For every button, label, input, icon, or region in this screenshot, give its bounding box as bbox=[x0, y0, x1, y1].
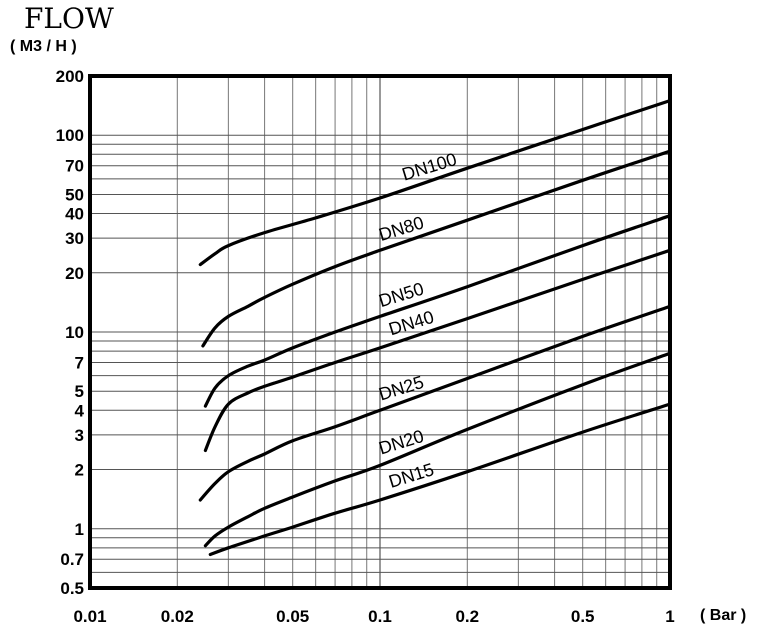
series-label-dn15: DN15 bbox=[386, 459, 436, 492]
series-line-dn50 bbox=[203, 214, 672, 408]
series-label-dn80: DN80 bbox=[376, 212, 426, 245]
series-line-dn40 bbox=[203, 248, 672, 453]
y-tick-label: 7 bbox=[75, 353, 84, 372]
series-line-dn25 bbox=[198, 304, 672, 502]
series-line-dn80 bbox=[201, 149, 672, 348]
series-label-dn25: DN25 bbox=[376, 372, 426, 405]
x-tick-labels: 0.01 0.02 0.05 0.1 0.2 0.5 1 bbox=[73, 607, 674, 626]
x-tick-label: 0.1 bbox=[368, 607, 392, 626]
y-tick-label: 0.7 bbox=[60, 550, 84, 569]
x-tick-label: 0.5 bbox=[571, 607, 595, 626]
series-label-dn50: DN50 bbox=[376, 279, 426, 312]
y-tick-label: 4 bbox=[75, 401, 85, 420]
y-tick-label: 3 bbox=[75, 426, 84, 445]
series-group bbox=[198, 99, 672, 557]
y-tick-label: 20 bbox=[65, 264, 84, 283]
series-line-dn20 bbox=[203, 351, 672, 548]
x-axis-label: ( Bar ) bbox=[700, 607, 746, 624]
y-tick-label: 70 bbox=[65, 157, 84, 176]
y-tick-label: 30 bbox=[65, 229, 84, 248]
x-tick-label: 0.01 bbox=[73, 607, 106, 626]
y-tick-label: 10 bbox=[65, 323, 84, 342]
x-tick-label: 0.2 bbox=[455, 607, 479, 626]
grid-lines bbox=[90, 76, 670, 588]
x-tick-label: 0.05 bbox=[276, 607, 309, 626]
plot-frame bbox=[88, 74, 672, 590]
y-tick-label: 50 bbox=[65, 185, 84, 204]
series-line-dn15 bbox=[208, 402, 672, 557]
y-tick-label: 5 bbox=[75, 382, 84, 401]
y-tick-label: 0.5 bbox=[60, 579, 84, 598]
series-label-dn20: DN20 bbox=[376, 426, 426, 459]
y-tick-label: 200 bbox=[56, 67, 84, 86]
y-tick-label: 40 bbox=[65, 205, 84, 224]
chart-title: FLOW bbox=[24, 2, 114, 35]
x-tick-label: 1 bbox=[665, 607, 674, 626]
x-tick-label: 0.02 bbox=[161, 607, 194, 626]
y-tick-label: 2 bbox=[75, 461, 84, 480]
y-tick-label: 1 bbox=[75, 520, 84, 539]
y-tick-label: 100 bbox=[56, 126, 84, 145]
series-line-dn100 bbox=[198, 99, 672, 267]
y-axis-label: ( M3 / H ) bbox=[10, 38, 77, 55]
